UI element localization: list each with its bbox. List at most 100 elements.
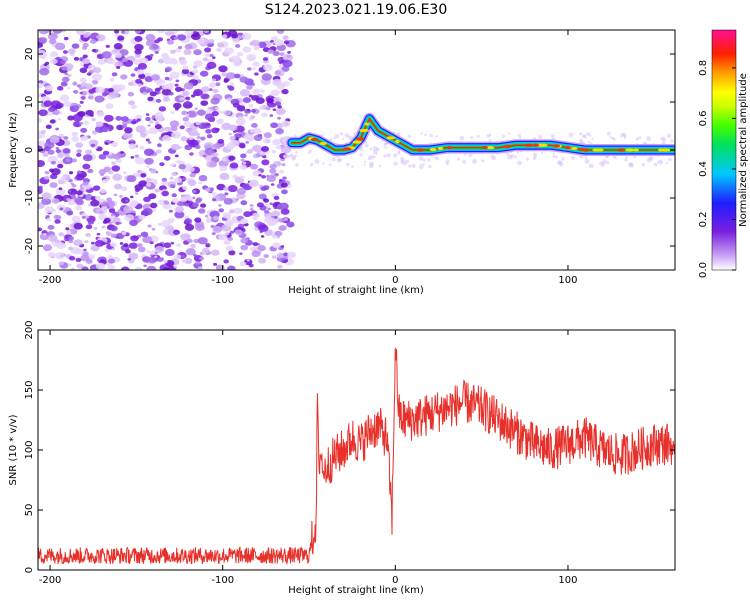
ridge-halo-dot	[291, 155, 296, 161]
noise-blob	[174, 211, 185, 219]
noise-blob	[103, 114, 114, 122]
noise-blob	[213, 262, 218, 266]
noise-blob	[47, 234, 58, 242]
noise-blob	[222, 157, 227, 162]
noise-blob	[252, 212, 260, 219]
ridge-halo-dot	[462, 160, 466, 164]
noise-blob	[250, 115, 256, 119]
noise-blob	[267, 218, 278, 226]
noise-blob	[170, 242, 175, 245]
noise-blob	[199, 70, 209, 77]
noise-blob	[231, 33, 238, 39]
noise-blob	[252, 144, 262, 152]
ridge-hotspot	[437, 146, 444, 151]
noise-blob	[120, 266, 130, 270]
noise-blob	[69, 171, 74, 175]
noise-blob	[81, 266, 89, 270]
noise-blob	[251, 94, 260, 101]
noise-blob	[121, 57, 129, 63]
spectrogram-y-tick-label: -10	[24, 190, 35, 206]
noise-blob	[184, 43, 193, 50]
noise-blob	[115, 158, 122, 164]
noise-blob	[158, 199, 166, 206]
ridge-halo-dot	[400, 157, 405, 162]
ridge-halo-dot	[345, 162, 350, 167]
noise-blob	[76, 248, 85, 255]
noise-blob	[170, 32, 175, 35]
ridge-halo-dot	[552, 154, 556, 158]
noise-blob	[109, 78, 115, 82]
noise-blob	[157, 58, 165, 64]
ridge-halo-dot	[420, 132, 423, 135]
noise-blob	[61, 76, 70, 83]
ridge-halo-dot	[670, 138, 674, 143]
noise-blob	[257, 245, 266, 252]
ridge-halo-dot	[322, 162, 325, 165]
noise-blob	[87, 219, 95, 225]
noise-blob	[202, 122, 211, 129]
noise-blob	[240, 74, 245, 77]
noise-blob	[182, 65, 189, 70]
noise-blob	[196, 37, 206, 45]
noise-blob	[148, 193, 157, 200]
noise-blob	[198, 181, 203, 185]
noise-blob	[205, 218, 212, 224]
noise-blob	[242, 161, 247, 165]
noise-blob	[51, 198, 60, 204]
noise-blob	[266, 97, 274, 104]
noise-blob	[128, 201, 137, 208]
noise-blob	[253, 134, 263, 142]
noise-blob	[102, 178, 109, 184]
noise-blob	[224, 47, 234, 55]
noise-blob	[93, 67, 102, 74]
noise-blob	[189, 172, 196, 178]
noise-blob	[82, 42, 89, 48]
noise-blob	[236, 187, 247, 195]
noise-blob	[65, 176, 71, 181]
ridge-hotspot	[583, 148, 589, 152]
noise-blob	[89, 39, 97, 44]
noise-blob	[265, 106, 271, 111]
noise-blob	[223, 109, 232, 116]
noise-blob	[180, 233, 191, 241]
noise-blob	[144, 157, 154, 165]
ridge-halo-dot	[591, 137, 594, 141]
noise-blob	[224, 231, 230, 236]
ridge-hotspot	[532, 143, 540, 147]
noise-blob	[183, 257, 193, 265]
noise-blob	[156, 149, 162, 154]
ridge-halo-dot	[561, 157, 565, 161]
noise-blob	[67, 115, 75, 121]
ridge-halo-dot	[472, 158, 477, 164]
noise-blob	[270, 89, 280, 97]
noise-blob	[44, 170, 50, 175]
noise-blob	[154, 87, 161, 92]
noise-blob	[239, 261, 247, 267]
noise-blob	[205, 129, 212, 134]
ridge-halo-dot	[407, 134, 411, 138]
noise-blob	[170, 143, 180, 151]
noise-blob	[111, 161, 116, 165]
noise-blob	[249, 205, 254, 209]
noise-blob	[218, 65, 228, 73]
ridge-hotspot	[539, 143, 548, 147]
noise-blob	[117, 35, 125, 41]
noise-blob	[110, 213, 115, 217]
noise-blob	[163, 57, 173, 65]
noise-blob	[218, 233, 228, 241]
noise-blob	[82, 163, 91, 170]
noise-blob	[148, 46, 154, 50]
noise-blob	[164, 66, 173, 72]
noise-blob	[223, 198, 233, 205]
noise-blob	[73, 239, 83, 246]
noise-blob	[190, 94, 196, 98]
ridge-halo-dot	[314, 159, 320, 164]
noise-blob	[179, 125, 185, 130]
spectrogram-y-tick-label: 10	[24, 96, 35, 109]
ridge-halo-dot	[665, 162, 669, 165]
noise-blob	[85, 149, 93, 155]
noise-blob	[146, 165, 150, 168]
noise-blob	[283, 40, 290, 45]
noise-blob	[90, 244, 100, 252]
noise-blob	[254, 47, 259, 51]
